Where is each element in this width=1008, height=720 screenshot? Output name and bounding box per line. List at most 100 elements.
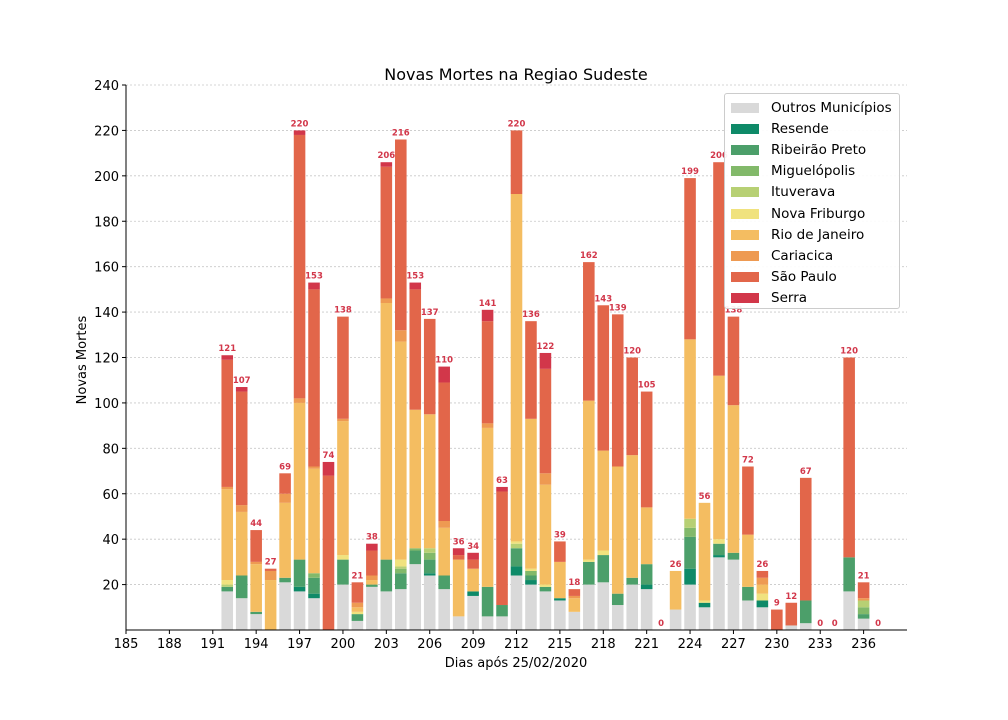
bar-segment xyxy=(221,355,234,360)
x-tick-label: 206 xyxy=(417,637,442,652)
bar-segment xyxy=(250,614,262,630)
x-axis-label: Dias após 25/02/2020 xyxy=(445,656,588,671)
data-label: 153 xyxy=(406,272,424,282)
bar-segment xyxy=(395,568,407,574)
data-label: 206 xyxy=(710,151,728,161)
bar-segment xyxy=(337,418,349,422)
y-tick-label: 60 xyxy=(102,488,119,503)
bar-segment xyxy=(337,421,349,556)
data-label: 220 xyxy=(291,119,309,129)
data-label: 153 xyxy=(305,272,323,282)
bar-segment xyxy=(539,586,552,592)
bar-segment xyxy=(510,548,523,567)
bar-segment xyxy=(799,600,812,624)
bar-segment xyxy=(452,559,465,617)
legend-swatch xyxy=(731,102,759,113)
bar-segment xyxy=(395,566,407,569)
data-label: 72 xyxy=(742,456,754,466)
legend-item: Resende xyxy=(731,118,899,139)
bar-segment xyxy=(583,400,595,560)
bar-segment xyxy=(756,607,769,630)
bar-segment xyxy=(279,493,291,503)
bar-segment xyxy=(235,511,248,576)
bar-segment xyxy=(380,591,393,630)
bar-segment xyxy=(308,577,320,594)
data-label: 38 xyxy=(366,533,378,543)
bar-segment xyxy=(496,486,508,492)
bar-segment xyxy=(771,609,783,630)
bar-segment xyxy=(857,600,870,608)
bar-segment xyxy=(640,584,653,590)
bar-segment xyxy=(554,600,566,630)
bar-segment xyxy=(539,591,552,630)
bar-segment xyxy=(366,543,378,551)
bar-segment xyxy=(554,561,566,599)
bar-segment xyxy=(409,550,422,565)
bar-segment xyxy=(713,539,725,544)
data-label: 206 xyxy=(377,151,395,161)
y-tick-label: 240 xyxy=(94,79,119,94)
bar-segment xyxy=(496,605,508,617)
bar-segment xyxy=(727,316,740,406)
bar-segment xyxy=(857,618,870,630)
bar-segment xyxy=(366,586,378,630)
legend-swatch xyxy=(731,144,759,155)
y-tick-label: 100 xyxy=(94,397,119,412)
bar-segment xyxy=(221,586,234,592)
bar-segment xyxy=(713,543,725,556)
bar-segment xyxy=(583,262,595,401)
bar-segment xyxy=(438,382,450,521)
bar-segment xyxy=(293,402,306,560)
data-label: 26 xyxy=(756,560,768,570)
x-tick-label: 194 xyxy=(244,637,269,652)
legend-label: Resende xyxy=(771,120,829,137)
bar-segment xyxy=(756,593,769,601)
data-label: 216 xyxy=(392,129,410,139)
bar-segment xyxy=(467,559,479,569)
bar-segment xyxy=(380,166,393,299)
bar-segment xyxy=(684,339,696,519)
data-label: 26 xyxy=(670,560,682,570)
bar-segment xyxy=(423,575,436,630)
bar-segment xyxy=(857,582,870,599)
bar-segment xyxy=(727,405,740,553)
bar-segment xyxy=(395,573,407,590)
bar-segment xyxy=(481,427,494,587)
bar-segment xyxy=(554,598,566,601)
bar-segment xyxy=(684,536,696,569)
bar-segment xyxy=(799,477,812,601)
bar-segment xyxy=(525,418,537,569)
bar-segment xyxy=(293,559,306,587)
x-tick-label: 221 xyxy=(634,637,659,652)
bar-segment xyxy=(264,568,277,571)
data-label: 105 xyxy=(638,381,656,391)
bar-segment xyxy=(380,559,393,592)
x-tick-label: 191 xyxy=(200,637,225,652)
bar-segment xyxy=(221,580,234,585)
bar-segment xyxy=(857,614,870,619)
bar-segment xyxy=(843,557,855,592)
bar-segment xyxy=(597,305,610,451)
x-tick-label: 212 xyxy=(504,637,529,652)
data-label: 69 xyxy=(279,462,291,472)
bar-segment xyxy=(481,423,494,428)
legend-item: Ribeirão Preto xyxy=(731,139,899,160)
y-axis-label: Novas Mortes xyxy=(75,315,90,404)
data-label: 0 xyxy=(658,619,664,629)
bar-segment xyxy=(496,616,508,630)
data-label: 0 xyxy=(875,619,881,629)
bar-segment xyxy=(467,568,479,592)
bar-segment xyxy=(510,194,523,542)
data-label: 120 xyxy=(840,347,858,357)
bar-segment xyxy=(525,580,537,585)
bar-segment xyxy=(467,591,479,596)
bar-segment xyxy=(409,564,422,630)
bar-segment xyxy=(583,561,595,585)
bar-segment xyxy=(713,555,725,558)
data-label: 137 xyxy=(421,308,439,318)
data-label: 0 xyxy=(817,619,823,629)
bar-segment xyxy=(351,620,364,630)
bar-segment xyxy=(264,570,277,581)
bar-segment xyxy=(322,461,335,476)
bar-segment xyxy=(510,130,523,194)
